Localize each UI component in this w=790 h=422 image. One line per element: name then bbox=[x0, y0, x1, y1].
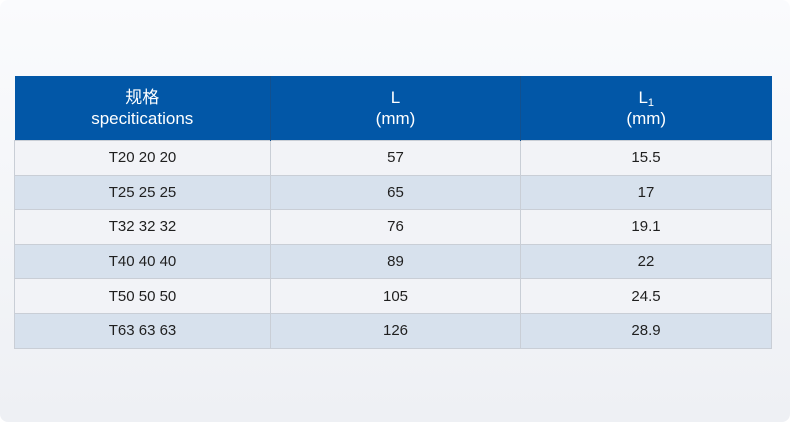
table-cell: 24.5 bbox=[520, 278, 772, 314]
table-cell: T63 63 63 bbox=[14, 312, 271, 349]
table-cell: 65 bbox=[270, 174, 521, 211]
table-row: T50 50 50 105 24.5 bbox=[14, 278, 772, 314]
table-cell: 89 bbox=[270, 243, 521, 280]
table-cell: 17 bbox=[520, 174, 772, 211]
table-cell: T40 40 40 bbox=[14, 243, 271, 280]
table-cell: T32 32 32 bbox=[14, 209, 271, 245]
table-cell: 22 bbox=[520, 243, 772, 280]
table-cell: 76 bbox=[270, 209, 521, 245]
header-row: 规格 specitications L (mm) L1 (mm) bbox=[14, 76, 772, 141]
header-label-cn: 规格 bbox=[125, 88, 160, 107]
table-header: 规格 specitications L (mm) L1 (mm) bbox=[14, 76, 772, 141]
header-cell-L: L (mm) bbox=[270, 76, 521, 141]
table-row: T25 25 25 65 17 bbox=[14, 174, 772, 211]
table-cell: T20 20 20 bbox=[14, 140, 271, 176]
header-label-en: specitications bbox=[91, 109, 194, 128]
specifications-table: 规格 specitications L (mm) L1 (mm) T20 20 … bbox=[14, 76, 772, 349]
spec-table-body: T20 20 20 57 15.5 T25 25 25 65 17 T32 32 32 76 1… bbox=[14, 140, 772, 349]
table-row: T63 63 63 126 28.9 bbox=[14, 312, 772, 349]
table-row: T20 20 20 57 15.5 bbox=[14, 140, 772, 176]
subscript-1: 1 bbox=[647, 97, 655, 109]
table-cell: 126 bbox=[270, 312, 521, 349]
header-cell-L1: L1 (mm) bbox=[520, 76, 772, 141]
table-cell: 57 bbox=[270, 140, 521, 176]
header-unit-L-mm: (mm) bbox=[375, 109, 416, 128]
header-cell-specifications: 规格 specitications bbox=[14, 76, 271, 141]
table-cell: 15.5 bbox=[520, 140, 772, 176]
table-cell: 105 bbox=[270, 278, 521, 314]
table-cell: 28.9 bbox=[520, 312, 772, 349]
header-label-L1-base: L bbox=[638, 88, 648, 107]
header-unit-L1-mm: (mm) bbox=[626, 109, 667, 128]
header-label-L1: L1 bbox=[521, 87, 772, 109]
table-row: T32 32 32 76 19.1 bbox=[14, 209, 772, 245]
table-row: T40 40 40 89 22 bbox=[14, 243, 772, 280]
table-cell: T50 50 50 bbox=[14, 278, 271, 314]
table-cell: 19.1 bbox=[520, 209, 772, 245]
header-label-L: L bbox=[390, 88, 401, 107]
table-cell: T25 25 25 bbox=[14, 174, 271, 211]
